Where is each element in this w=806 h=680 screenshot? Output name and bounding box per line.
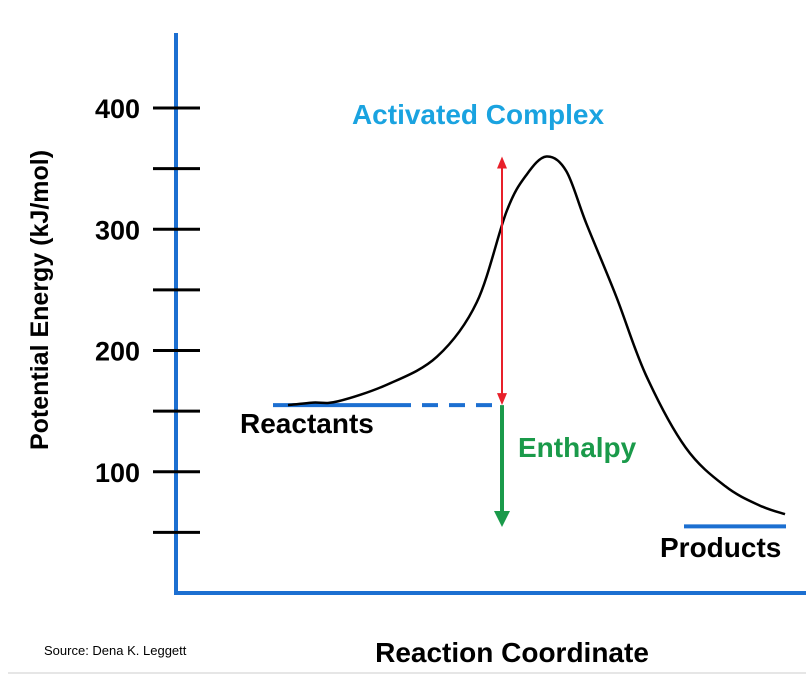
energy-curve-path [287,155,786,516]
energy-arrows [494,156,510,527]
y-axis-label: Potential Energy (kJ/mol) [26,150,54,450]
y-tick-label-300: 300 [95,215,140,245]
reactants-label: Reactants [240,408,374,439]
y-tick-label-200: 200 [95,337,140,367]
enthalpy-arrowhead [494,511,510,527]
activation-energy-arrowhead-down [497,393,507,406]
y-tick-label-400: 400 [95,94,140,124]
source-note: Source: Dena K. Leggett [44,643,187,658]
products-label: Products [660,532,781,563]
y-ticks: 100 200 300 400 [95,94,200,534]
axes [174,33,806,595]
x-axis-label: Reaction Coordinate [375,637,649,668]
activated-complex-label: Activated Complex [352,99,604,130]
energy-curve [287,155,786,516]
enthalpy-label: Enthalpy [518,432,637,463]
y-tick-label-100: 100 [95,458,140,488]
activation-energy-arrowhead-up [497,156,507,169]
